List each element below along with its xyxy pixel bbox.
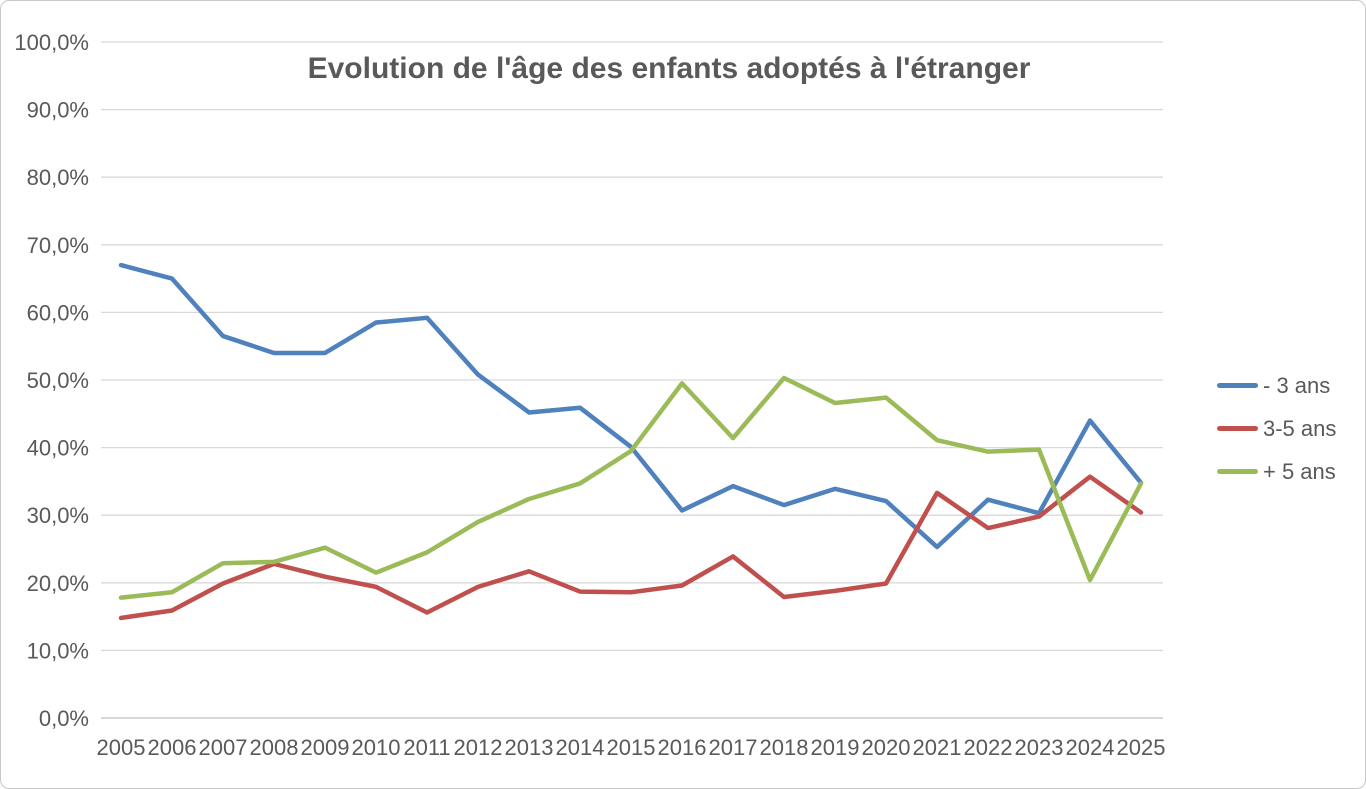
x-axis-tick-label-2008: 2008 <box>250 735 299 760</box>
x-axis-tick-label-2021: 2021 <box>913 735 962 760</box>
y-axis-tick-label: 70,0% <box>27 233 89 258</box>
x-axis-tick-label-2015: 2015 <box>607 735 656 760</box>
legend-label: 3-5 ans <box>1263 415 1337 441</box>
x-axis-tick-label-2013: 2013 <box>505 735 554 760</box>
y-axis-tick-label: 40,0% <box>27 436 89 461</box>
x-axis-tick-label-2006: 2006 <box>148 735 197 760</box>
x-axis-tick-label-2005: 2005 <box>97 735 146 760</box>
x-axis-tick-label-2017: 2017 <box>709 735 758 760</box>
y-axis-tick-label: 100,0% <box>14 30 89 55</box>
x-axis-tick-label-2019: 2019 <box>811 735 860 760</box>
y-axis-tick-label: 30,0% <box>27 503 89 528</box>
x-axis-tick-label-2018: 2018 <box>760 735 809 760</box>
legend-label: - 3 ans <box>1263 372 1331 398</box>
x-axis-tick-label-2016: 2016 <box>658 735 707 760</box>
y-axis-tick-label: 10,0% <box>27 638 89 663</box>
x-axis-tick-label-2023: 2023 <box>1015 735 1064 760</box>
x-axis-tick-label-2007: 2007 <box>199 735 248 760</box>
x-axis-tick-label-2014: 2014 <box>556 735 605 760</box>
series-line---3-ans <box>118 262 1144 550</box>
x-axis-tick-label-2025: 2025 <box>1117 735 1166 760</box>
y-axis-tick-label: 60,0% <box>27 300 89 325</box>
legend-item-plus-5-ans: + 5 ans <box>1217 450 1336 493</box>
series-line-+-5-ans <box>118 375 1144 600</box>
series-line-3-5-ans <box>118 474 1144 621</box>
legend-label: + 5 ans <box>1263 458 1336 484</box>
y-axis-tick-label: 20,0% <box>27 571 89 596</box>
y-axis-tick-label: 50,0% <box>27 368 89 393</box>
x-axis-tick-label-2024: 2024 <box>1066 735 1115 760</box>
y-axis-tick-label: 90,0% <box>27 98 89 123</box>
x-axis-tick-label-2009: 2009 <box>301 735 350 760</box>
y-axis-tick-label: 80,0% <box>27 165 89 190</box>
chart-title: Evolution de l'âge des enfants adoptés à… <box>307 52 1031 85</box>
chart-legend: - 3 ans 3-5 ans + 5 ans <box>1217 364 1336 493</box>
x-axis-tick-label-2022: 2022 <box>964 735 1013 760</box>
legend-line-swatch-red-icon <box>1217 426 1258 431</box>
legend-item-moins-3-ans: - 3 ans <box>1217 364 1336 407</box>
legend-line-swatch-green-icon <box>1217 469 1258 474</box>
x-axis-tick-label-2012: 2012 <box>454 735 503 760</box>
y-axis-tick-label: 0,0% <box>39 706 89 731</box>
legend-item-3-5-ans: 3-5 ans <box>1217 407 1336 450</box>
x-axis-tick-label-2020: 2020 <box>862 735 911 760</box>
x-axis-tick-label-2011: 2011 <box>403 735 450 760</box>
legend-line-swatch-blue-icon <box>1217 383 1258 388</box>
x-axis-tick-label-2010: 2010 <box>352 735 401 760</box>
